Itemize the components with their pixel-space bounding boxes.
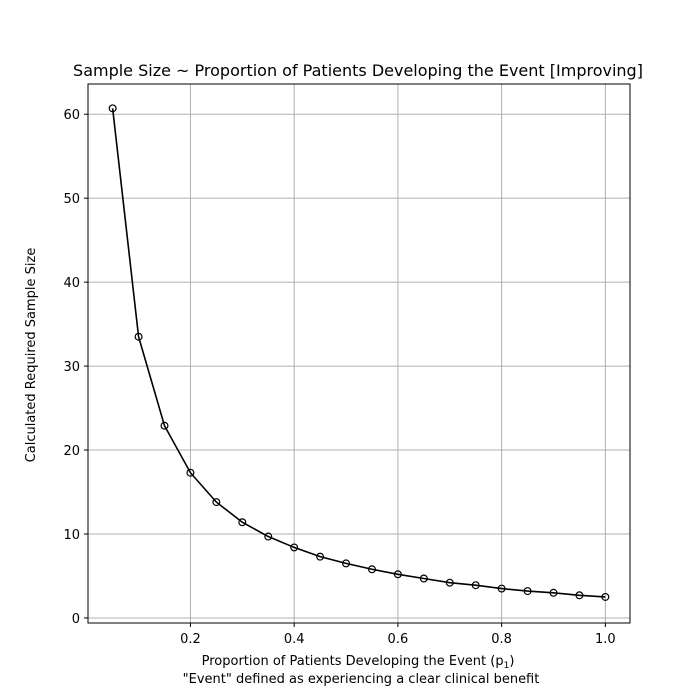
data-point — [471, 581, 480, 590]
x-axis-label-close: ) — [509, 654, 514, 669]
x-axis-label-subscript: 1 — [504, 661, 510, 671]
x-tick-label: 0.2 — [180, 632, 201, 647]
y-axis: 0 10 20 30 40 50 60 — [63, 108, 88, 627]
data-point — [160, 421, 169, 430]
x-axis-label: Proportion of Patients Developing the Ev… — [202, 654, 515, 671]
y-axis-label: Calculated Required Sample Size — [24, 248, 39, 463]
y-tick-label: 40 — [63, 276, 80, 291]
data-point — [264, 532, 273, 541]
y-tick-label: 10 — [63, 528, 80, 543]
data-point — [549, 588, 558, 597]
data-point — [290, 543, 299, 552]
data-point — [419, 574, 428, 583]
y-tick-label: 60 — [63, 108, 80, 123]
x-tick-label: 0.8 — [491, 632, 512, 647]
x-axis: 0.2 0.4 0.6 0.8 1.0 — [180, 623, 616, 647]
y-tick-label: 50 — [63, 192, 80, 207]
x-axis-label-text: Proportion of Patients Developing the Ev… — [202, 654, 504, 669]
y-tick-label: 0 — [72, 612, 80, 627]
data-point — [186, 468, 195, 477]
y-tick-label: 30 — [63, 360, 80, 375]
series-layer — [108, 104, 610, 601]
plot-frame — [87, 83, 631, 624]
data-point — [575, 591, 584, 600]
x-tick-label: 1.0 — [595, 632, 616, 647]
data-point — [134, 332, 143, 341]
y-tick-label: 20 — [63, 444, 80, 459]
data-point — [393, 570, 402, 579]
data-point — [108, 104, 117, 113]
data-point — [212, 498, 221, 507]
data-point — [238, 518, 247, 527]
series-line — [111, 108, 606, 598]
chart-title: Sample Size ~ Proportion of Patients Dev… — [73, 61, 643, 80]
data-point — [445, 578, 454, 587]
data-point — [601, 592, 610, 601]
data-point — [342, 559, 351, 568]
x-axis-note: "Event" defined as experiencing a clear … — [183, 672, 540, 687]
data-point — [497, 584, 506, 593]
data-point — [316, 552, 325, 561]
x-tick-label: 0.4 — [284, 632, 305, 647]
data-point — [367, 565, 376, 574]
grid — [88, 84, 630, 623]
x-tick-label: 0.6 — [388, 632, 409, 647]
data-point — [523, 587, 532, 596]
